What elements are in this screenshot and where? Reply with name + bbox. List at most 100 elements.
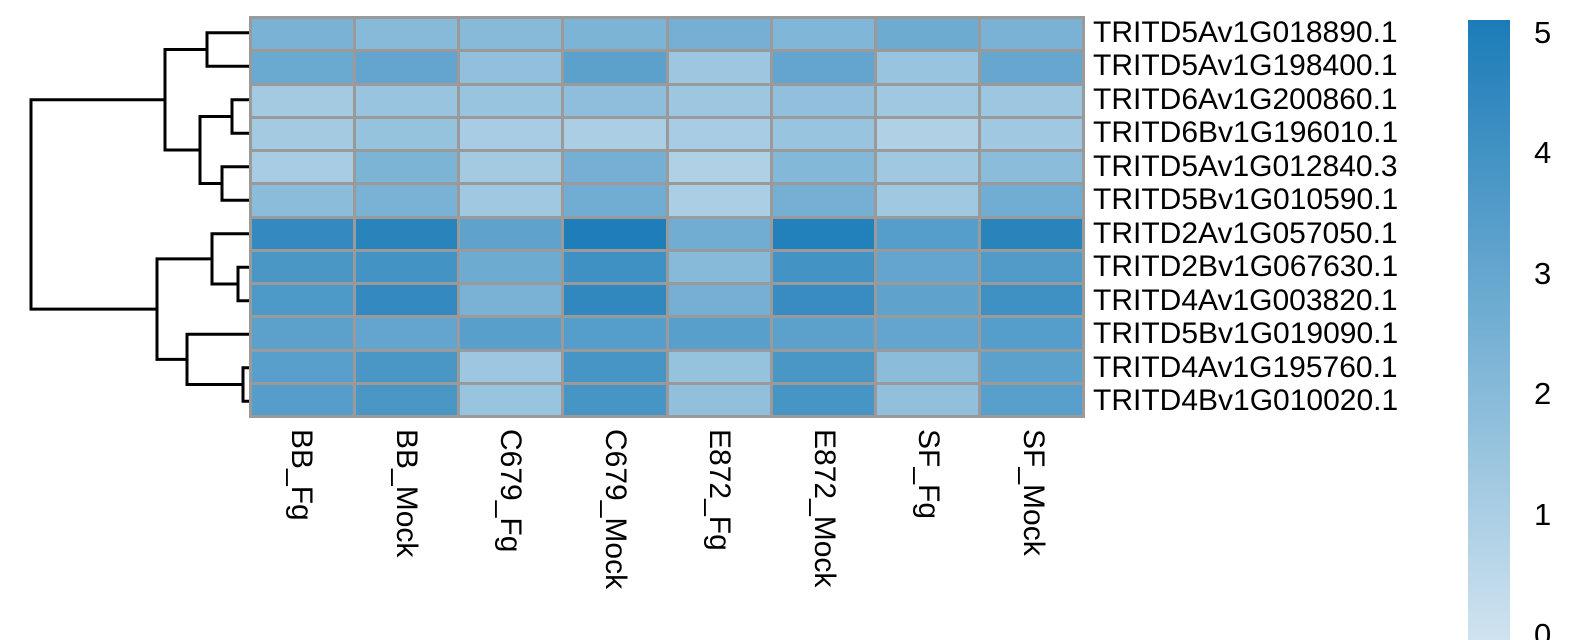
heatmap-cell xyxy=(668,351,770,382)
heatmap-cell xyxy=(356,318,458,349)
row-label: TRITD6Bv1G196010.1 xyxy=(1093,116,1399,150)
heatmap-cell xyxy=(356,218,458,249)
heatmap-cell xyxy=(356,384,458,415)
row-label: TRITD2Av1G057050.1 xyxy=(1093,216,1398,250)
heatmap-cell xyxy=(460,285,562,316)
heatmap-cell xyxy=(356,185,458,216)
row-label: TRITD4Bv1G010020.1 xyxy=(1093,384,1399,418)
heatmap-cell xyxy=(668,185,770,216)
heatmap-cell xyxy=(772,118,874,149)
heatmap-cell xyxy=(564,318,666,349)
dendrogram-link xyxy=(155,257,212,361)
heatmap-cell xyxy=(668,152,770,183)
heatmap-cell xyxy=(668,218,770,249)
heatmap-cell xyxy=(876,52,978,83)
dendrogram-link xyxy=(230,98,249,135)
row-label: TRITD5Bv1G019090.1 xyxy=(1093,317,1399,351)
heatmap-cell xyxy=(980,152,1082,183)
row-dendrogram xyxy=(29,31,249,403)
heatmap-cell xyxy=(252,285,354,316)
heatmap-cell xyxy=(772,384,874,415)
heatmap-cell xyxy=(252,52,354,83)
heatmap-cell xyxy=(876,19,978,50)
heatmap-cell xyxy=(564,118,666,149)
heatmap-cell xyxy=(772,251,874,282)
colorbar-tick-label: 0 xyxy=(1534,617,1552,640)
heatmap-cell xyxy=(252,118,354,149)
heatmap-cell xyxy=(252,318,354,349)
row-label: TRITD5Av1G018890.1 xyxy=(1093,15,1398,49)
heatmap-cell xyxy=(356,85,458,116)
column-label: C679_Fg xyxy=(494,429,528,553)
heatmap-cell xyxy=(980,19,1082,50)
heatmap-cell xyxy=(876,251,978,282)
heatmap-cell xyxy=(980,351,1082,382)
heatmap-cell xyxy=(460,152,562,183)
heatmap-cell xyxy=(460,85,562,116)
column-label: BB_Mock xyxy=(389,429,423,558)
heatmap-cell xyxy=(252,384,354,415)
heatmap-cell xyxy=(460,218,562,249)
column-label: SF_Mock xyxy=(1016,429,1050,556)
heatmap-cell xyxy=(668,318,770,349)
heatmap-cell xyxy=(564,152,666,183)
dendrogram-link xyxy=(220,165,249,202)
dendrogram-link xyxy=(198,115,232,185)
heatmap-cell xyxy=(980,218,1082,249)
heatmap-cell xyxy=(980,318,1082,349)
heatmap-cell xyxy=(252,185,354,216)
heatmap-cell xyxy=(980,384,1082,415)
colorbar-tick-label: 3 xyxy=(1534,255,1552,291)
heatmap-cell xyxy=(668,52,770,83)
heatmap-cell xyxy=(772,52,874,83)
heatmap-cell xyxy=(876,384,978,415)
heatmap-cell xyxy=(460,251,562,282)
heatmap-cell xyxy=(356,19,458,50)
colorbar-tick-label: 4 xyxy=(1534,135,1552,171)
row-label: TRITD6Av1G200860.1 xyxy=(1093,82,1398,116)
heatmap-grid xyxy=(249,16,1085,418)
heatmap-cell xyxy=(876,218,978,249)
column-label: SF_Fg xyxy=(912,429,946,520)
heatmap-cell xyxy=(980,251,1082,282)
heatmap-cell xyxy=(772,285,874,316)
heatmap-cell xyxy=(980,118,1082,149)
heatmap-cell xyxy=(564,52,666,83)
column-label: C679_Mock xyxy=(598,429,632,590)
column-label: BB_Fg xyxy=(285,429,319,521)
heatmap-cell xyxy=(772,185,874,216)
heatmap-cell xyxy=(356,285,458,316)
heatmap-cell xyxy=(876,351,978,382)
heatmap-cell xyxy=(564,384,666,415)
heatmap-cell xyxy=(252,152,354,183)
heatmap-cell xyxy=(668,85,770,116)
heatmap-cell xyxy=(876,318,978,349)
dendrogram-link xyxy=(236,265,249,303)
row-label: TRITD4Av1G003820.1 xyxy=(1093,283,1398,317)
heatmap-cell xyxy=(356,52,458,83)
row-label: TRITD2Bv1G067630.1 xyxy=(1093,250,1399,284)
column-label: E872_Mock xyxy=(807,429,841,588)
row-label: TRITD5Av1G198400.1 xyxy=(1093,49,1398,83)
heatmap-cell xyxy=(460,318,562,349)
heatmap-cell xyxy=(460,52,562,83)
row-label: TRITD5Av1G012840.3 xyxy=(1093,149,1398,183)
heatmap-cell xyxy=(772,152,874,183)
heatmap-cell xyxy=(876,85,978,116)
heatmap-cell xyxy=(772,19,874,50)
column-label: E872_Fg xyxy=(703,429,737,551)
heatmap-cell xyxy=(980,85,1082,116)
heatmap-cell xyxy=(252,19,354,50)
heatmap-cell xyxy=(772,351,874,382)
heatmap-cell xyxy=(460,351,562,382)
heatmap-cell xyxy=(668,251,770,282)
heatmap-cell xyxy=(356,351,458,382)
colorbar-tick-label: 1 xyxy=(1534,496,1552,532)
heatmap-cell xyxy=(772,318,874,349)
heatmap-cell xyxy=(356,152,458,183)
heatmap-cell xyxy=(772,85,874,116)
heatmap-cell xyxy=(564,85,666,116)
dendrogram-link xyxy=(29,98,165,311)
heatmap-cell xyxy=(772,218,874,249)
